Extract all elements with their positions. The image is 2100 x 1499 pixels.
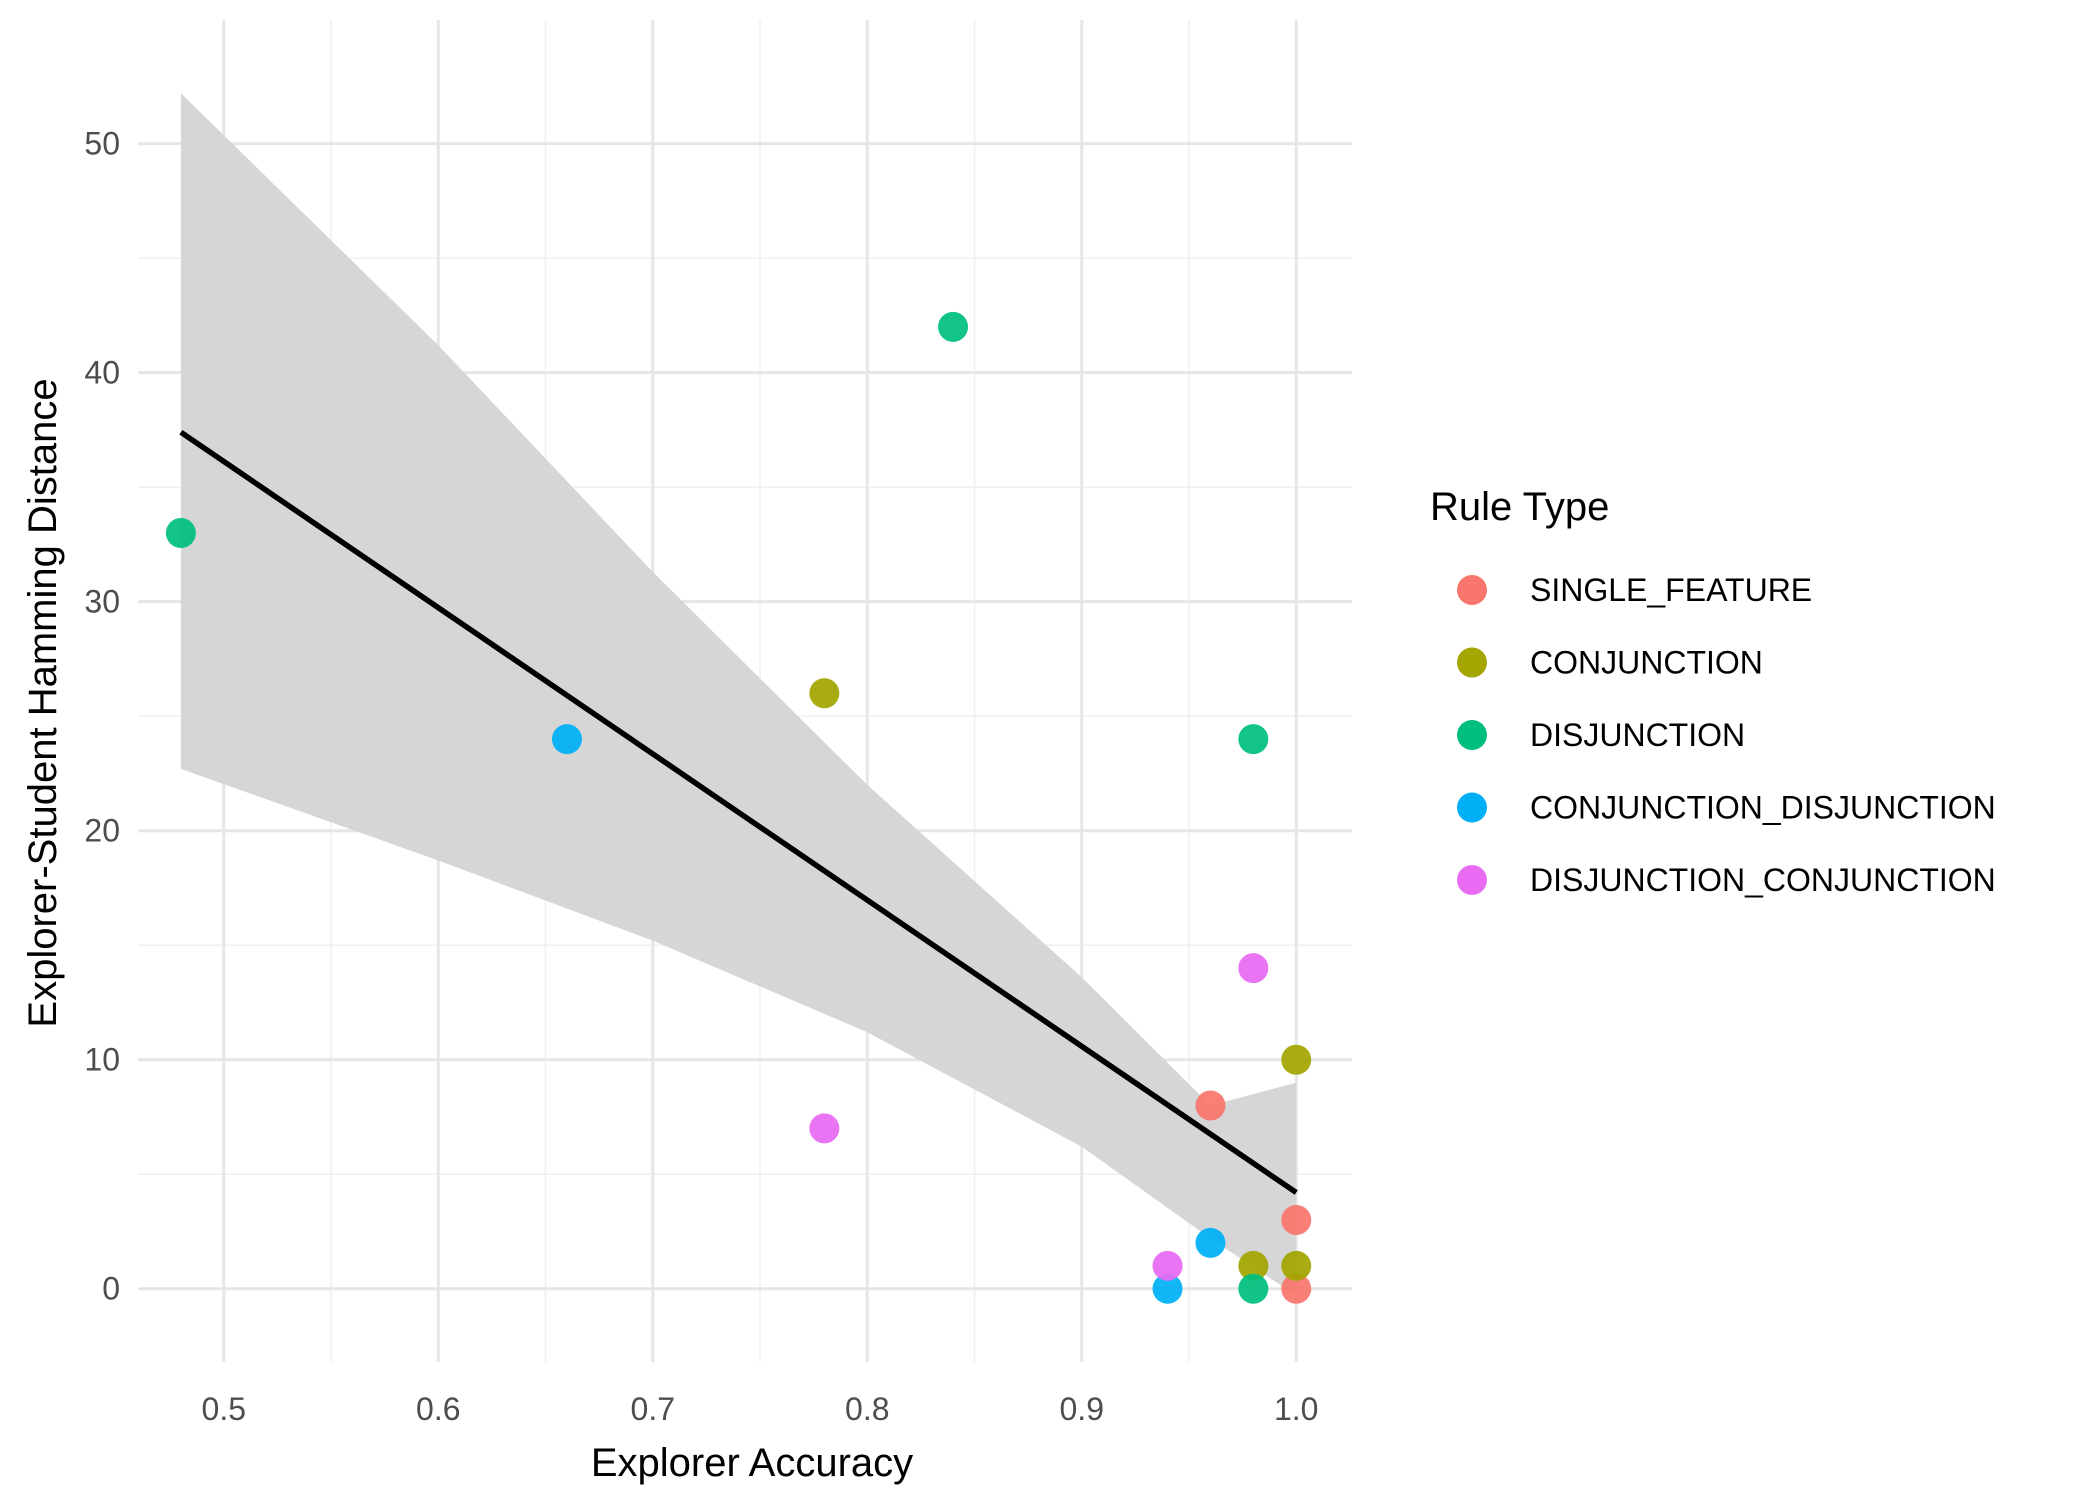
legend-title: Rule Type [1430,485,1609,529]
data-point-conjunction [1281,1044,1312,1075]
data-point-conjunction-disjunction [1152,1273,1183,1304]
regression-line [179,429,1298,1195]
data-points [165,311,1312,1304]
y-tick-label: 0 [102,1271,120,1307]
regression-line-layer [179,429,1298,1195]
legend: SINGLE_FEATURE CONJUNCTION DISJUNCTION CONJ… [1457,572,1996,898]
y-tick-label: 20 [84,813,120,849]
data-point-conjunction-disjunction [551,724,582,755]
y-tick-label: 30 [84,584,120,620]
confidence-ribbon [180,93,1297,1296]
y-tick-label: 50 [84,126,120,162]
x-tick-label: 0.5 [202,1391,246,1427]
legend-label: DISJUNCTION [1530,717,1745,753]
legend-label: CONJUNCTION_DISJUNCTION [1530,790,1996,826]
x-axis-tick-labels: 0.5 0.6 0.7 0.8 0.9 1.0 [202,1391,1319,1427]
x-tick-label: 0.7 [631,1391,675,1427]
data-point-conjunction [809,678,840,709]
data-point-single-feature [1281,1205,1312,1236]
legend-label: CONJUNCTION [1530,645,1763,681]
data-point-disjunction [938,311,969,342]
legend-key-conjunction-disjunction [1457,792,1487,823]
x-axis-title: Explorer Accuracy [591,1441,913,1485]
legend-key-disjunction [1457,720,1487,750]
y-axis-tick-labels: 0 10 20 30 40 50 [84,126,120,1307]
y-tick-label: 10 [84,1042,120,1078]
x-tick-label: 0.8 [845,1391,889,1427]
data-point-disjunction-conjunction [1152,1250,1183,1281]
legend-key-disjunction-conjunction [1457,865,1487,895]
data-point-disjunction-conjunction [1238,953,1269,984]
x-tick-label: 0.9 [1060,1391,1104,1427]
confidence-ribbon-layer [180,93,1297,1296]
data-point-disjunction-conjunction [809,1113,840,1144]
data-point-conjunction [1238,1250,1269,1281]
legend-key-conjunction [1457,647,1487,678]
x-tick-label: 1.0 [1274,1391,1318,1427]
data-point-conjunction-disjunction [1195,1227,1226,1258]
x-tick-label: 0.6 [416,1391,460,1427]
data-point-disjunction [1238,1273,1269,1304]
legend-key-single-feature [1457,575,1487,605]
legend-label: DISJUNCTION_CONJUNCTION [1530,862,1996,898]
data-point-disjunction [1238,724,1269,755]
legend-label: SINGLE_FEATURE [1530,572,1812,608]
data-point-single-feature [1195,1090,1226,1121]
y-tick-label: 40 [84,355,120,391]
y-axis-title: Explorer-Student Hamming Distance [21,378,65,1027]
data-point-disjunction [165,517,196,548]
data-point-single-feature [1281,1273,1312,1304]
data-point-conjunction [1281,1250,1312,1281]
